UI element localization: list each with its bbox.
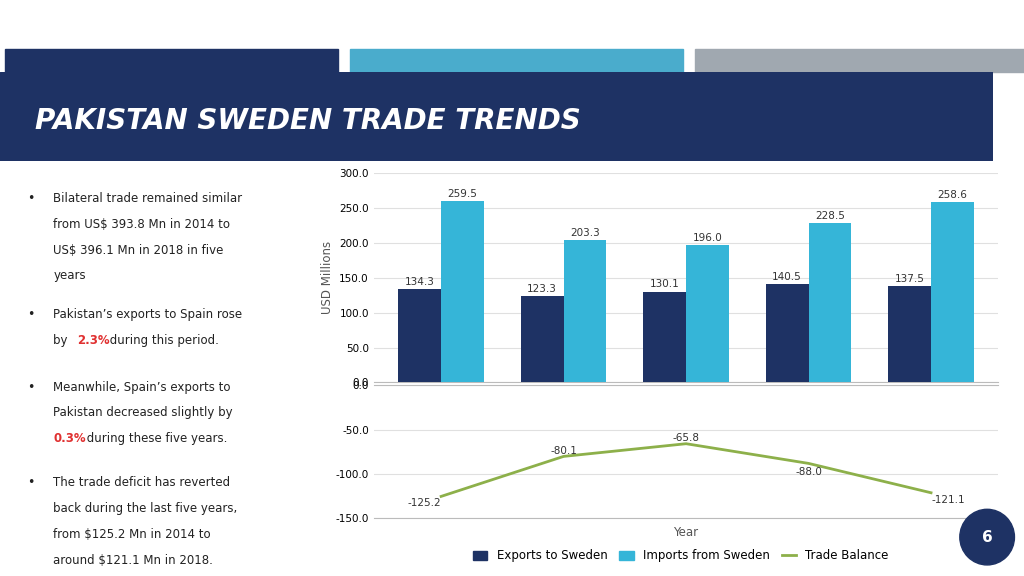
- Bar: [5, 49, 338, 72]
- Bar: [398, 289, 441, 382]
- Text: •: •: [27, 381, 35, 393]
- Text: 196.0: 196.0: [692, 233, 722, 244]
- Text: PAKISTAN SWEDEN TRADE TRENDS: PAKISTAN SWEDEN TRADE TRENDS: [35, 107, 581, 135]
- Text: around $121.1 Mn in 2018.: around $121.1 Mn in 2018.: [53, 554, 213, 567]
- Text: -88.0: -88.0: [795, 467, 822, 478]
- Text: 134.3: 134.3: [404, 276, 434, 286]
- Bar: [521, 296, 563, 382]
- Bar: [441, 201, 484, 382]
- Text: 137.5: 137.5: [895, 274, 925, 285]
- Bar: [350, 49, 683, 72]
- X-axis label: Year: Year: [674, 526, 698, 539]
- Text: from $125.2 Mn in 2014 to: from $125.2 Mn in 2014 to: [53, 528, 211, 541]
- Text: -80.1: -80.1: [550, 446, 578, 456]
- Bar: [931, 202, 974, 382]
- Bar: [686, 245, 729, 382]
- Y-axis label: USD Millions: USD Millions: [321, 241, 334, 314]
- Text: Pakistan’s exports to Spain rose: Pakistan’s exports to Spain rose: [53, 308, 243, 321]
- Text: Pakistan decreased slightly by: Pakistan decreased slightly by: [53, 407, 232, 419]
- Text: 0.3%: 0.3%: [53, 432, 86, 445]
- Text: 140.5: 140.5: [772, 272, 802, 282]
- Text: •: •: [27, 192, 35, 205]
- Text: •: •: [27, 476, 35, 489]
- Text: 258.6: 258.6: [938, 190, 968, 200]
- Text: -125.2: -125.2: [408, 498, 441, 509]
- Bar: [809, 223, 851, 382]
- Text: during these five years.: during these five years.: [83, 432, 227, 445]
- Bar: [888, 286, 931, 382]
- Text: during this period.: during this period.: [106, 334, 219, 347]
- Bar: [563, 240, 606, 382]
- Text: 228.5: 228.5: [815, 211, 845, 221]
- Text: 203.3: 203.3: [570, 228, 600, 238]
- Text: Bilateral trade remained similar: Bilateral trade remained similar: [53, 192, 243, 205]
- Text: 259.5: 259.5: [447, 189, 477, 199]
- Text: 2.3%: 2.3%: [77, 334, 110, 347]
- Text: -65.8: -65.8: [673, 433, 699, 444]
- Text: by: by: [53, 334, 72, 347]
- Text: The trade deficit has reverted: The trade deficit has reverted: [53, 476, 230, 489]
- Text: years: years: [53, 270, 86, 282]
- Text: -121.1: -121.1: [931, 495, 965, 505]
- Text: 130.1: 130.1: [650, 279, 680, 290]
- Text: from US$ 393.8 Mn in 2014 to: from US$ 393.8 Mn in 2014 to: [53, 218, 230, 230]
- Bar: [695, 49, 1024, 72]
- Text: •: •: [27, 308, 35, 321]
- Text: 123.3: 123.3: [527, 284, 557, 294]
- Circle shape: [959, 509, 1015, 565]
- Legend: Exports to Sweden, Imports from Sweden, Trade Balance: Exports to Sweden, Imports from Sweden, …: [469, 545, 893, 567]
- Text: Meanwhile, Spain’s exports to: Meanwhile, Spain’s exports to: [53, 381, 230, 393]
- Text: US$ 396.1 Mn in 2018 in five: US$ 396.1 Mn in 2018 in five: [53, 244, 223, 256]
- Text: back during the last five years,: back during the last five years,: [53, 502, 238, 515]
- Bar: [766, 285, 809, 382]
- Text: 6: 6: [982, 529, 992, 545]
- Bar: [643, 291, 686, 382]
